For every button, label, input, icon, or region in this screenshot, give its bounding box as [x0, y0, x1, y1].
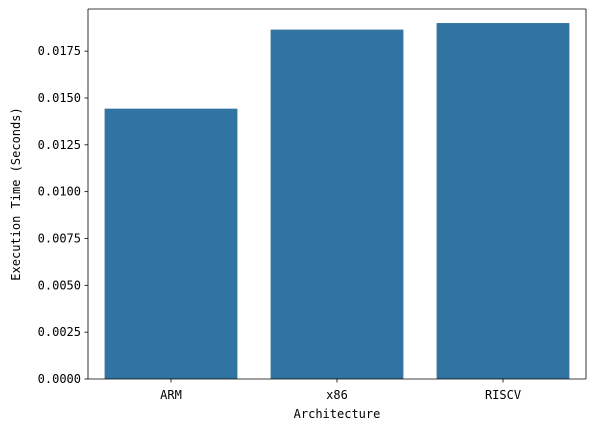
- x-tick-label: RISCV: [485, 388, 521, 402]
- y-tick-label: 0.0050: [38, 278, 81, 292]
- x-tick-label: ARM: [160, 388, 182, 402]
- bar-riscv: [436, 23, 570, 380]
- y-tick-label: 0.0100: [38, 185, 81, 199]
- x-tick-label: x86: [326, 388, 348, 402]
- y-tick-label: 0.0175: [38, 44, 81, 58]
- bar-x86: [270, 29, 404, 379]
- y-axis-label: Execution Time (Seconds): [9, 107, 23, 280]
- bars-group: [104, 23, 570, 380]
- axes-frame: [87, 8, 587, 380]
- y-tick-label: 0.0150: [38, 91, 81, 105]
- y-tick-label: 0.0125: [38, 138, 81, 152]
- x-axis-ticks: ARM x86 RISCV: [160, 379, 521, 402]
- x-axis-label: Architecture: [294, 407, 381, 421]
- y-tick-label: 0.0000: [38, 372, 81, 386]
- bar-arm: [104, 108, 238, 379]
- y-tick-label: 0.0075: [38, 231, 81, 245]
- y-tick-label: 0.0025: [38, 325, 81, 339]
- y-axis-ticks: 0.0000 0.0025 0.0050 0.0075 0.0100 0.0125 0.01…: [38, 44, 88, 386]
